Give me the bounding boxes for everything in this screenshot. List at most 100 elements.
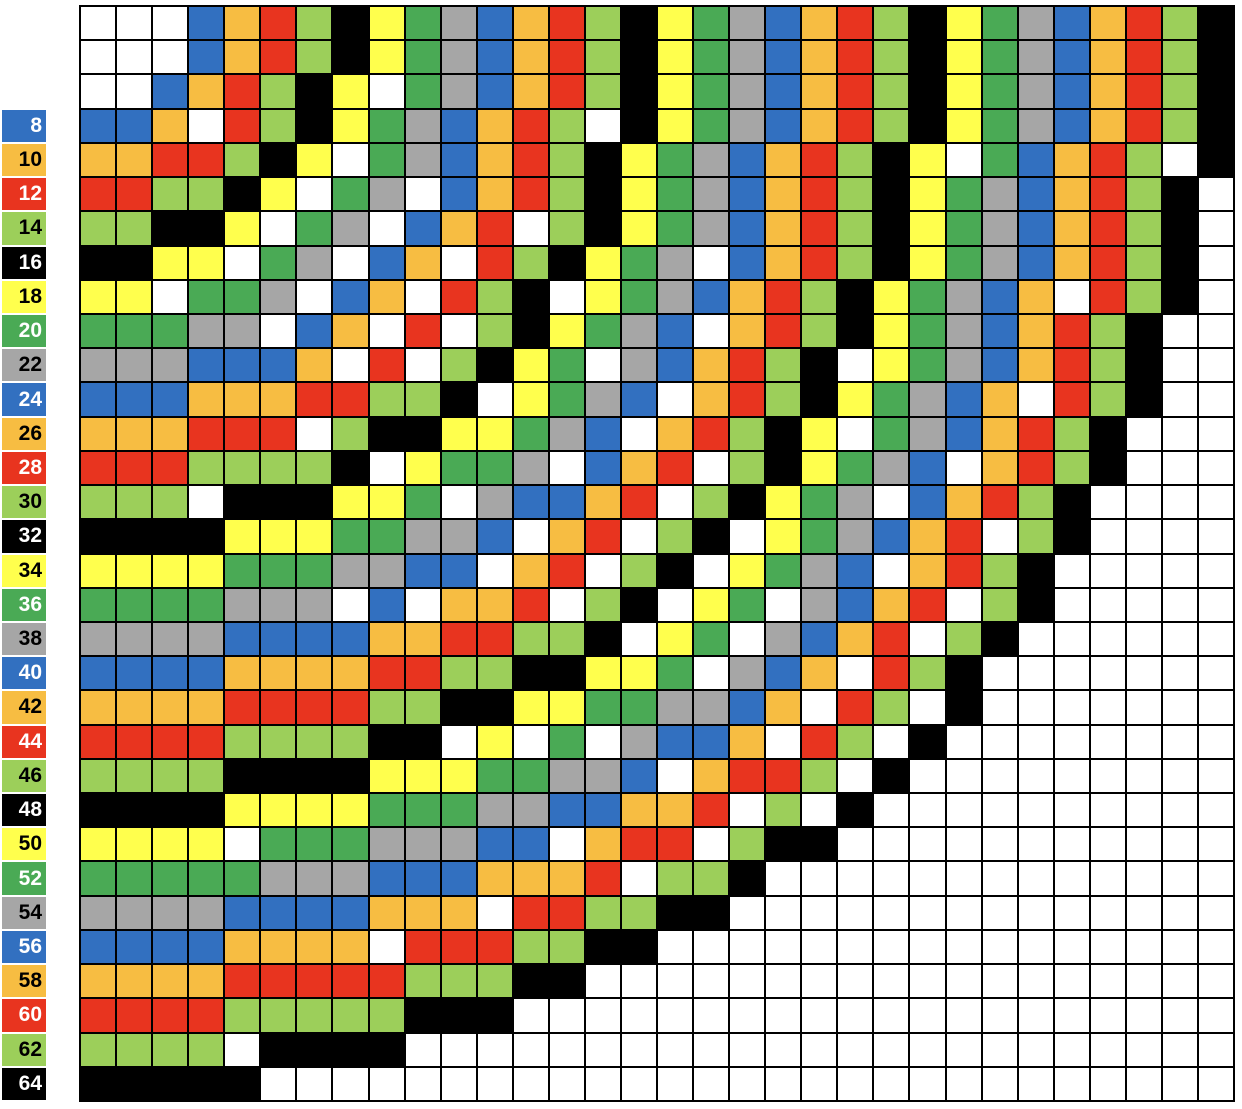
grid-cell [369, 75, 404, 108]
grid-cell [441, 1033, 476, 1066]
grid-cell [477, 862, 512, 895]
grid-cell [585, 383, 620, 416]
grid-cell [1126, 828, 1161, 861]
grid-cell [1018, 554, 1053, 587]
grid-cell [441, 896, 476, 929]
grid-cell [946, 1033, 981, 1066]
grid-cell [694, 794, 729, 827]
grid-cell [189, 109, 224, 142]
grid-cell [117, 520, 152, 553]
grid-cell [621, 349, 656, 382]
grid-cell [874, 554, 909, 587]
grid-cell [441, 486, 476, 519]
grid-cell [585, 794, 620, 827]
grid-cell [225, 7, 260, 40]
grid-cell [513, 314, 548, 348]
grid-cell [297, 896, 332, 929]
grid-cell [297, 246, 332, 279]
grid-cell [766, 383, 801, 416]
grid-cell [1090, 109, 1125, 142]
grid-cell [1054, 554, 1089, 587]
row-labels: 8 10 12 14 16 18 20 22 24 26 28 30 32 34 36 38 40 42 44 46 4… [2, 7, 46, 1100]
grid-cell [369, 1033, 404, 1066]
grid-cell [1090, 314, 1125, 348]
grid-cell [874, 862, 909, 895]
grid-cell [369, 759, 404, 793]
grid-cell [1054, 657, 1089, 690]
grid-cell [1018, 383, 1053, 416]
grid-cell [81, 246, 116, 279]
grid-cell [225, 554, 260, 587]
grid-cell [802, 657, 837, 690]
grid-cell [117, 178, 152, 211]
grid-cell [513, 280, 548, 313]
grid-cell [802, 725, 837, 758]
grid-cell [1018, 622, 1053, 656]
grid-cell [297, 794, 332, 827]
grid-cell [549, 246, 584, 279]
grid-cell [225, 691, 260, 724]
grid-cell [910, 451, 945, 485]
grid-cell [81, 588, 116, 621]
grid-cell [153, 622, 188, 656]
grid-cell [477, 759, 512, 793]
grid-cell [189, 862, 224, 895]
grid-cell [1126, 1067, 1161, 1100]
grid-cell [766, 657, 801, 690]
grid-cell [1198, 109, 1233, 142]
grid-cell [1126, 862, 1161, 895]
grid-cell [189, 280, 224, 313]
grid-cell [1162, 622, 1197, 656]
grid-cell [694, 417, 729, 450]
grid-cell [1162, 7, 1197, 40]
grid-cell [153, 759, 188, 793]
grid-cell [658, 622, 693, 656]
grid-cell [658, 520, 693, 553]
grid-cell [658, 383, 693, 416]
grid-cell [477, 109, 512, 142]
grid-cell [946, 314, 981, 348]
grid-cell [1126, 178, 1161, 211]
row-label: 34 [2, 554, 46, 587]
grid-cell [694, 1067, 729, 1100]
grid-cell [1198, 896, 1233, 929]
grid-cell [153, 588, 188, 621]
row-label: 8 [2, 109, 46, 142]
grid-cell [153, 862, 188, 895]
grid-cell [658, 999, 693, 1032]
grid-cell [153, 109, 188, 142]
grid-cell [441, 520, 476, 553]
grid-cell [225, 622, 260, 656]
grid-cell [513, 143, 548, 177]
grid-cell [1018, 451, 1053, 485]
grid-cell [1126, 314, 1161, 348]
grid-cell [1090, 486, 1125, 519]
grid-cell [910, 588, 945, 621]
grid-cell [766, 930, 801, 964]
grid-cell [261, 417, 296, 450]
grid-cell [297, 1033, 332, 1066]
grid-cell [1198, 588, 1233, 621]
grid-cell [874, 314, 909, 348]
grid-cell [117, 212, 152, 245]
grid-cell [1090, 896, 1125, 929]
grid-cell [730, 1033, 765, 1066]
grid-cell [1090, 862, 1125, 895]
grid-cell [910, 1033, 945, 1066]
grid-cell [369, 178, 404, 211]
grid-cell [261, 486, 296, 519]
grid-cell [477, 930, 512, 964]
grid-cell [117, 896, 152, 929]
grid-cell [1162, 588, 1197, 621]
grid-cell [946, 794, 981, 827]
grid-cell [549, 965, 584, 998]
grid-cell [225, 143, 260, 177]
grid-cell [658, 486, 693, 519]
grid-cell [477, 314, 512, 348]
grid-cell [1090, 7, 1125, 40]
grid-cell [297, 725, 332, 758]
grid-cell [1162, 520, 1197, 553]
grid-cell [838, 759, 873, 793]
grid-cell [1162, 109, 1197, 142]
grid-cell [549, 143, 584, 177]
